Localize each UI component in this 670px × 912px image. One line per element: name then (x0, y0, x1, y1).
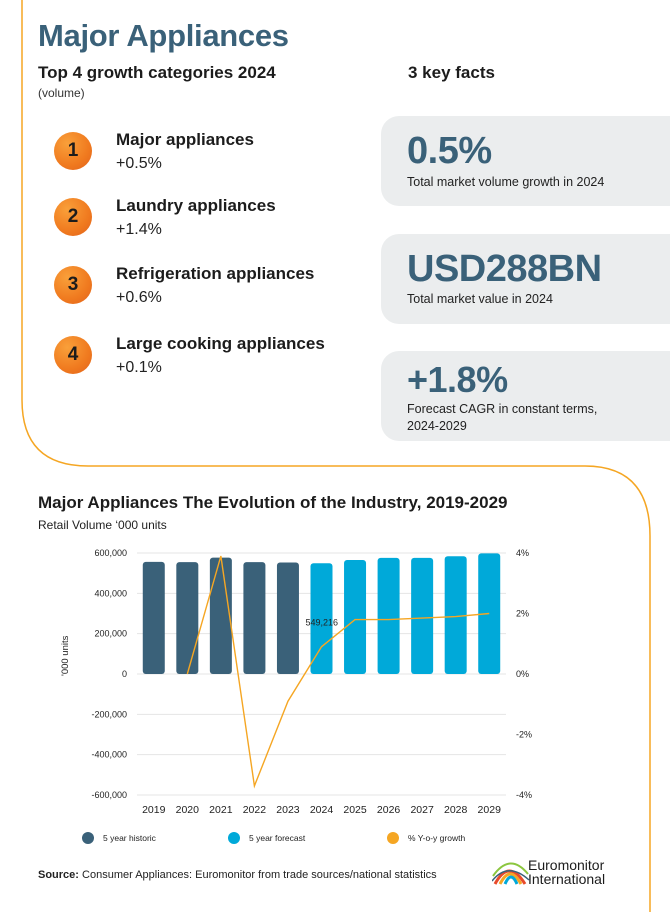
forecast-bar (444, 556, 467, 674)
historic-bar (276, 562, 299, 674)
x-tick-label: 2025 (343, 804, 367, 816)
y2-tick-label: 0% (516, 669, 529, 679)
historic-swatch (82, 832, 94, 844)
x-tick-label: 2027 (410, 804, 434, 816)
historic-bar (176, 562, 199, 674)
key-fact-card: USD288BN Total market value in 2024 (381, 234, 670, 324)
y-tick-label: 600,000 (94, 548, 127, 558)
legend-label: 5 year forecast (249, 833, 306, 843)
category-growth: +0.5% (116, 155, 162, 172)
x-tick-label: 2029 (478, 804, 502, 816)
x-tick-label: 2026 (377, 804, 401, 816)
historic-bar (243, 562, 266, 674)
forecast-bar (377, 557, 400, 674)
category-item: 2 Laundry appliances +1.4% (54, 196, 364, 256)
y-tick-label: 400,000 (94, 588, 127, 598)
x-tick-label: 2020 (176, 804, 200, 816)
y2-tick-label: -4% (516, 790, 532, 800)
historic-bar (142, 561, 165, 674)
source-label: Source: (38, 869, 79, 881)
data-label: 549,216 (306, 618, 339, 628)
y2-tick-label: 2% (516, 609, 529, 619)
rank-badge: 2 (54, 198, 92, 236)
x-tick-label: 2019 (142, 804, 166, 816)
y2-tick-label: 4% (516, 548, 529, 558)
y-tick-label: 200,000 (94, 629, 127, 639)
key-fact-value: USD288BN (407, 248, 602, 290)
source-text: Consumer Appliances: Euromonitor from tr… (82, 869, 437, 881)
growth-line (186, 555, 490, 789)
legend-item-forecast: 5 year forecast (228, 832, 305, 844)
legend-label: % Y-o-y growth (408, 833, 466, 843)
legend-label: 5 year historic (103, 833, 156, 843)
growth-swatch (387, 832, 399, 844)
key-fact-card: +1.8% Forecast CAGR in constant terms, 2… (381, 351, 670, 441)
x-tick-label: 2023 (276, 804, 300, 816)
forecast-bar (344, 560, 367, 674)
chart-subtitle: Retail Volume ‘000 units (38, 518, 167, 532)
x-tick-label: 2021 (209, 804, 233, 816)
category-growth: +0.1% (116, 359, 162, 376)
y-tick-label: -200,000 (91, 709, 127, 719)
key-facts-heading: 3 key facts (408, 63, 495, 82)
category-name: Major appliances (116, 130, 254, 149)
y-tick-label: -600,000 (91, 790, 127, 800)
key-fact-card: 0.5% Total market volume growth in 2024 (381, 116, 670, 206)
rank-badge: 4 (54, 336, 92, 374)
key-fact-description: Total market volume growth in 2024 (407, 175, 605, 189)
category-name: Laundry appliances (116, 196, 276, 215)
x-tick-label: 2022 (243, 804, 267, 816)
x-tick-label: 2024 (310, 804, 334, 816)
chart-title: Major Appliances The Evolution of the In… (38, 493, 508, 512)
category-name: Large cooking appliances (116, 334, 325, 353)
historic-bar (209, 557, 232, 674)
legend-item-historic: 5 year historic (82, 832, 156, 844)
logo-text-line1: Euromonitor (528, 857, 605, 873)
rank-badge: 3 (54, 266, 92, 304)
category-item: 4 Large cooking appliances +0.1% (54, 334, 364, 394)
key-fact-description: Total market value in 2024 (407, 292, 553, 306)
logo-text-line2: International (528, 871, 606, 887)
forecast-swatch (228, 832, 240, 844)
euromonitor-logo-icon (492, 862, 530, 885)
category-item: 1 Major appliances +0.5% (54, 130, 364, 190)
source-note: Source: Consumer Appliances: Euromonitor… (38, 869, 437, 881)
categories-heading: Top 4 growth categories 2024 (38, 63, 276, 82)
legend-item-growth: % Y-o-y growth (387, 832, 465, 844)
y-tick-label: -400,000 (91, 750, 127, 760)
x-tick-label: 2028 (444, 804, 468, 816)
forecast-bar (411, 557, 434, 674)
key-fact-description: Forecast CAGR in constant terms, 2024-20… (407, 402, 598, 433)
y2-tick-label: -2% (516, 730, 532, 740)
evolution-chart: 600,000 400,000 200,000 0 -200,000 -400,000 -6… (91, 548, 532, 816)
category-growth: +0.6% (116, 289, 162, 306)
key-fact-value: +1.8% (407, 359, 508, 400)
category-item: 3 Refrigeration appliances +0.6% (54, 264, 364, 324)
forecast-bar (310, 563, 333, 674)
category-name: Refrigeration appliances (116, 264, 315, 283)
key-fact-value: 0.5% (407, 130, 492, 172)
rank-badge: 1 (54, 132, 92, 170)
y-tick-label: 0 (122, 669, 127, 679)
category-growth: +1.4% (116, 221, 162, 238)
page-title: Major Appliances (38, 18, 289, 53)
categories-note: (volume) (38, 86, 85, 100)
